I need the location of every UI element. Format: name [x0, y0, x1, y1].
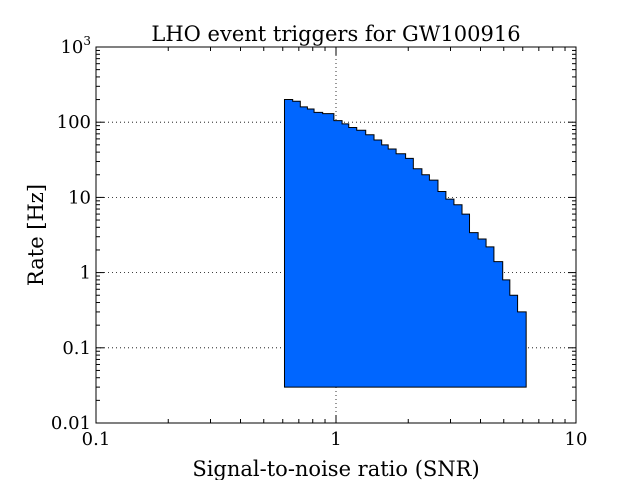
trigger-rate-area — [283, 99, 527, 388]
plot-area — [283, 99, 527, 388]
chart-title: LHO event triggers for GW100916 — [151, 22, 520, 46]
y-tick-label: 0.1 — [62, 338, 91, 359]
y-axis-label: Rate [Hz] — [24, 184, 48, 286]
y-tick-label: 103 — [60, 34, 91, 58]
x-tick-label: 10 — [565, 429, 588, 450]
plot-frame — [95, 46, 577, 424]
x-axis-label: Signal-to-noise ratio (SNR) — [192, 457, 479, 480]
x-tick-label: 0.1 — [82, 429, 111, 450]
y-tick-label: 1 — [80, 263, 91, 284]
x-tick-label: 1 — [330, 429, 341, 450]
y-tick-label: 10 — [68, 187, 91, 208]
y-tick-label: 100 — [57, 112, 91, 133]
y-tick-label: 0.01 — [51, 413, 91, 434]
